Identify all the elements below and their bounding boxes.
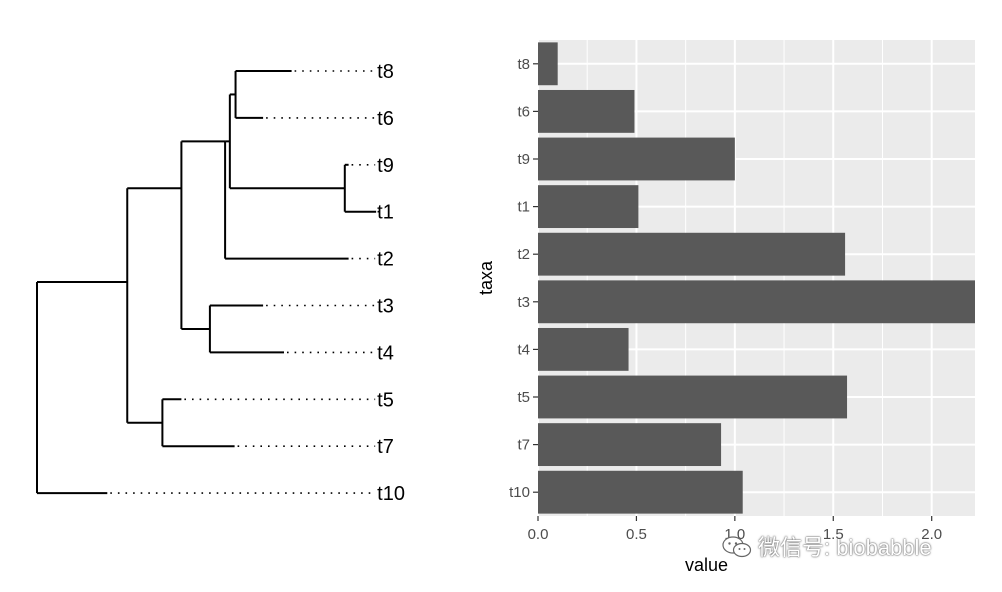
y-tick-label-t10: t10 bbox=[509, 484, 530, 501]
tip-label-t7: t7 bbox=[377, 436, 394, 458]
y-tick-label-t2: t2 bbox=[517, 246, 530, 263]
bar-t8 bbox=[538, 42, 558, 86]
bar-marks bbox=[538, 42, 975, 514]
watermark-text: 微信号: biobabble bbox=[758, 535, 932, 560]
bar-t4 bbox=[538, 327, 629, 371]
y-tick-label-t4: t4 bbox=[517, 341, 530, 358]
x-axis-title: value bbox=[685, 555, 728, 575]
tip-label-t5: t5 bbox=[377, 389, 394, 411]
phylogenetic-tree: t8 t6 t9 t1 t2 t3 t4 t5 t7 t10 bbox=[36, 61, 405, 505]
y-tick-label-t5: t5 bbox=[517, 389, 530, 406]
bar-t3 bbox=[538, 280, 975, 324]
bar-t9 bbox=[538, 137, 735, 181]
bar-t5 bbox=[538, 375, 848, 419]
y-tick-label-t7: t7 bbox=[517, 437, 530, 454]
x-tick-label: 2.0 bbox=[921, 526, 942, 543]
x-tick-label: 1.5 bbox=[823, 526, 844, 543]
y-tick-label-t1: t1 bbox=[517, 199, 530, 216]
tip-label-t4: t4 bbox=[377, 342, 394, 364]
x-tick-label: 0.5 bbox=[626, 526, 647, 543]
y-axis-title: taxa bbox=[476, 260, 496, 295]
bar-t1 bbox=[538, 185, 639, 229]
y-tick-label-t3: t3 bbox=[517, 294, 530, 311]
bar-t7 bbox=[538, 423, 722, 467]
bar-t6 bbox=[538, 89, 635, 133]
tip-label-t10: t10 bbox=[377, 483, 405, 505]
bar-t2 bbox=[538, 232, 846, 276]
tip-label-t2: t2 bbox=[377, 249, 394, 271]
x-tick-label: 0.0 bbox=[528, 526, 549, 543]
y-axis: t8 t6 t9 t1 t2 t3 t4 t5 t7 t10 bbox=[509, 56, 538, 501]
y-tick-label-t6: t6 bbox=[517, 103, 530, 120]
tip-label-t3: t3 bbox=[377, 296, 394, 318]
y-tick-label-t9: t9 bbox=[517, 151, 530, 168]
wechat-icon bbox=[722, 536, 752, 558]
tip-label-t6: t6 bbox=[377, 108, 394, 130]
bar-t10 bbox=[538, 470, 743, 514]
tip-label-t1: t1 bbox=[377, 202, 394, 224]
tip-label-t9: t9 bbox=[377, 155, 394, 177]
tip-label-t8: t8 bbox=[377, 61, 394, 83]
watermark: 微信号: biobabble bbox=[722, 530, 932, 562]
y-tick-label-t8: t8 bbox=[517, 56, 530, 73]
